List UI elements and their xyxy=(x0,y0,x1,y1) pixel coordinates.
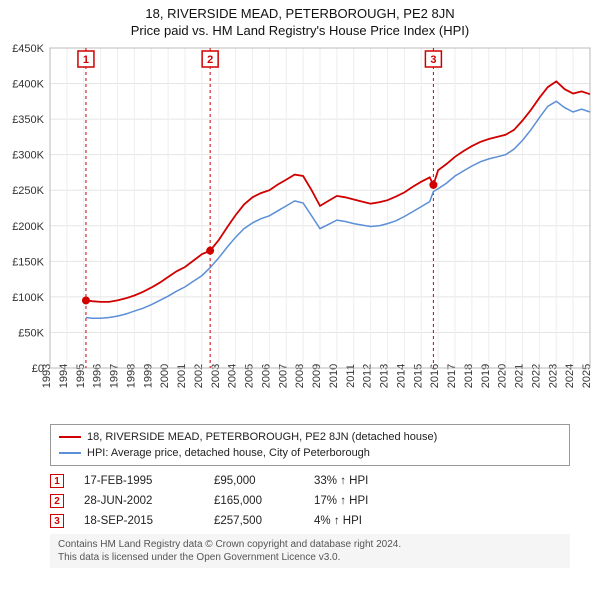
x-axis-label: 2019 xyxy=(480,364,492,388)
sale-marker-number: 2 xyxy=(207,54,213,66)
x-axis-label: 2000 xyxy=(159,364,171,388)
y-axis-label: £300K xyxy=(12,150,44,162)
sale-row-date: 28-JUN-2002 xyxy=(84,495,194,507)
x-axis-label: 2020 xyxy=(497,364,509,388)
x-axis-label: 2009 xyxy=(311,364,323,388)
x-axis-label: 2004 xyxy=(227,364,239,388)
title-address: 18, RIVERSIDE MEAD, PETERBOROUGH, PE2 8J… xyxy=(0,6,600,21)
sale-row-date: 17-FEB-1995 xyxy=(84,475,194,487)
sale-row-date: 18-SEP-2015 xyxy=(84,515,194,527)
sale-row: 1 17-FEB-1995 £95,000 33% ↑ HPI xyxy=(50,474,570,488)
sale-marker-number: 1 xyxy=(83,54,89,66)
legend-row: HPI: Average price, detached house, City… xyxy=(59,445,561,461)
sale-row-diff: 17% ↑ HPI xyxy=(314,495,394,507)
x-axis-label: 1993 xyxy=(41,364,53,388)
legend-label: 18, RIVERSIDE MEAD, PETERBOROUGH, PE2 8J… xyxy=(87,429,437,445)
x-axis-label: 2017 xyxy=(446,364,458,388)
x-axis-label: 2022 xyxy=(530,364,542,388)
sale-row-price: £95,000 xyxy=(214,475,294,487)
legend-swatch xyxy=(59,452,81,454)
x-axis-label: 2001 xyxy=(176,364,188,388)
x-axis-label: 2016 xyxy=(429,364,441,388)
x-axis-label: 1994 xyxy=(58,364,70,388)
y-axis-label: £450K xyxy=(12,43,44,55)
sales-table: 1 17-FEB-1995 £95,000 33% ↑ HPI 2 28-JUN-2002… xyxy=(50,474,570,528)
y-axis-label: £400K xyxy=(12,79,44,91)
x-axis-label: 1999 xyxy=(142,364,154,388)
x-axis-label: 2007 xyxy=(277,364,289,388)
chart-svg: £0£50K£100K£150K£200K£250K£300K£350K£400… xyxy=(0,38,600,418)
x-axis-label: 2013 xyxy=(379,364,391,388)
x-axis-label: 2023 xyxy=(547,364,559,388)
x-axis-label: 2014 xyxy=(395,364,407,388)
legend-label: HPI: Average price, detached house, City… xyxy=(87,445,370,461)
sale-row-price: £165,000 xyxy=(214,495,294,507)
chart-titles: 18, RIVERSIDE MEAD, PETERBOROUGH, PE2 8J… xyxy=(0,0,600,38)
legend-row: 18, RIVERSIDE MEAD, PETERBOROUGH, PE2 8J… xyxy=(59,429,561,445)
y-axis-label: £100K xyxy=(12,292,44,304)
x-axis-label: 2015 xyxy=(412,364,424,388)
sale-marker-number: 3 xyxy=(430,54,436,66)
legend-swatch xyxy=(59,436,81,438)
sale-row-marker: 3 xyxy=(50,514,64,528)
x-axis-label: 2008 xyxy=(294,364,306,388)
series-line xyxy=(86,81,590,302)
x-axis-label: 2010 xyxy=(328,364,340,388)
y-axis-label: £200K xyxy=(12,221,44,233)
x-axis-label: 2024 xyxy=(564,364,576,388)
x-axis-label: 2003 xyxy=(210,364,222,388)
x-axis-label: 2025 xyxy=(581,364,593,388)
y-axis-label: £250K xyxy=(12,185,44,197)
sale-row-price: £257,500 xyxy=(214,515,294,527)
x-axis-label: 1998 xyxy=(125,364,137,388)
chart-area: £0£50K£100K£150K£200K£250K£300K£350K£400… xyxy=(0,38,600,418)
x-axis-label: 1995 xyxy=(75,364,87,388)
x-axis-label: 2018 xyxy=(463,364,475,388)
title-subtitle: Price paid vs. HM Land Registry's House … xyxy=(0,23,600,38)
x-axis-label: 2005 xyxy=(244,364,256,388)
sale-row-diff: 4% ↑ HPI xyxy=(314,515,394,527)
x-axis-label: 2006 xyxy=(260,364,272,388)
x-axis-label: 2012 xyxy=(362,364,374,388)
footnote-line1: Contains HM Land Registry data © Crown c… xyxy=(58,538,562,551)
x-axis-label: 1996 xyxy=(92,364,104,388)
footnote: Contains HM Land Registry data © Crown c… xyxy=(50,534,570,568)
sale-row-diff: 33% ↑ HPI xyxy=(314,475,394,487)
y-axis-label: £150K xyxy=(12,256,44,268)
y-axis-label: £50K xyxy=(18,327,44,339)
sale-row-marker: 2 xyxy=(50,494,64,508)
x-axis-label: 1997 xyxy=(109,364,121,388)
legend: 18, RIVERSIDE MEAD, PETERBOROUGH, PE2 8J… xyxy=(50,424,570,466)
x-axis-label: 2002 xyxy=(193,364,205,388)
x-axis-label: 2021 xyxy=(514,364,526,388)
sale-row: 3 18-SEP-2015 £257,500 4% ↑ HPI xyxy=(50,514,570,528)
series-line xyxy=(86,101,590,318)
sale-row-marker: 1 xyxy=(50,474,64,488)
sale-row: 2 28-JUN-2002 £165,000 17% ↑ HPI xyxy=(50,494,570,508)
y-axis-label: £350K xyxy=(12,114,44,126)
footnote-line2: This data is licensed under the Open Gov… xyxy=(58,551,562,564)
